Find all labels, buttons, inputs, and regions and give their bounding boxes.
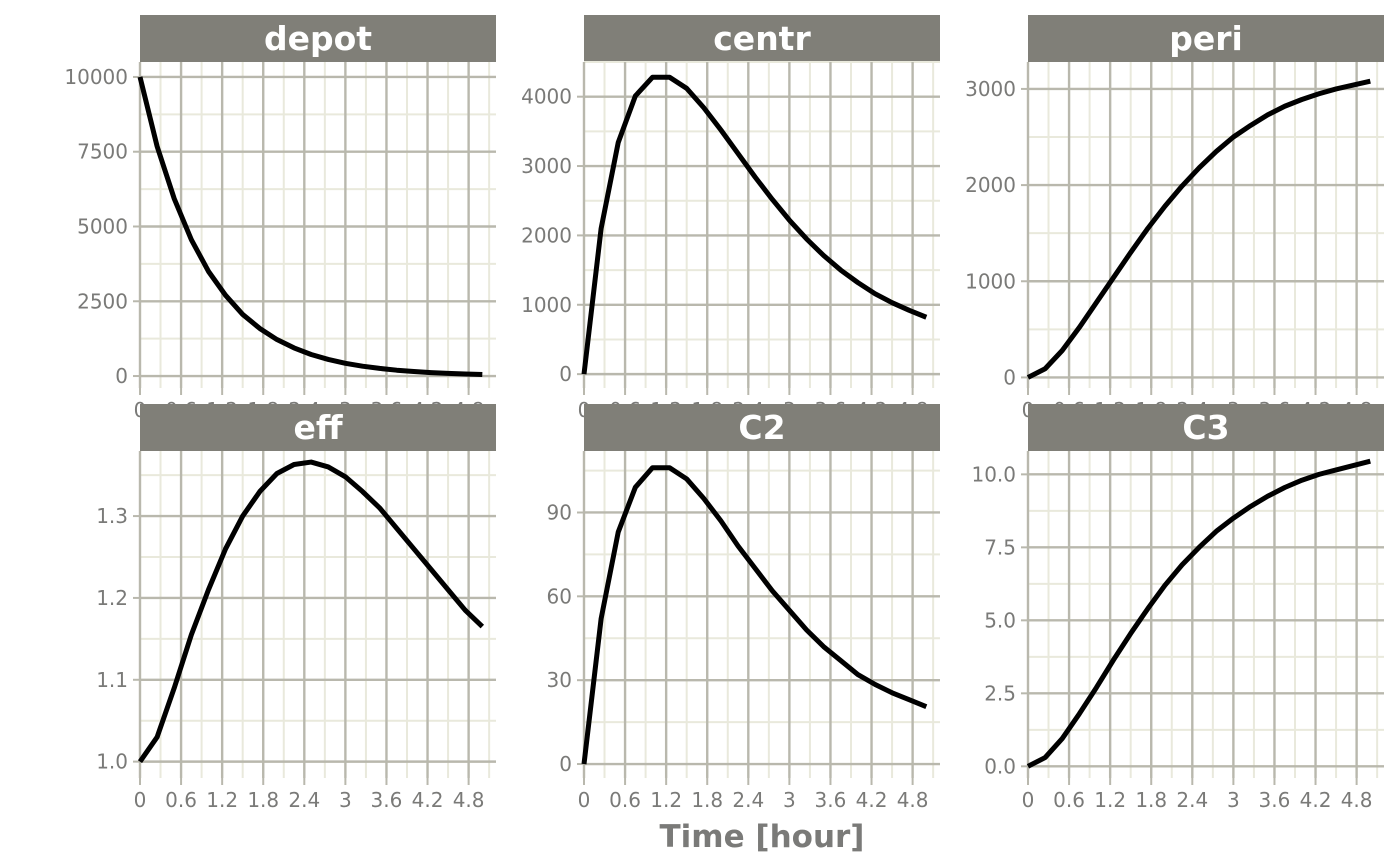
x-tick-label: 3.6 [371,788,403,812]
facet-panels: depot02500500075001000000.61.21.82.433.6… [64,15,1384,812]
panel-eff: eff 1.0 1.1 1.2 1.3 0 0.6 1.2 1.8 2.4 3 3.6 4.2 4.8 [96,404,496,812]
panel-peri: peri010002000300000.61.21.82.433.64.24.8 [965,15,1384,422]
facet-strip-title: eff [293,408,343,447]
panel-depot: depot02500500075001000000.61.21.82.433.6… [64,15,496,422]
x-tick-label: 2.4 [288,788,320,812]
y-tick-label: 1.3 [96,504,128,528]
y-tick-label: 4000 [521,85,572,109]
y-tick-label: 0 [559,752,572,776]
y-tick-label: 7500 [77,140,128,164]
facet-strip-title: C3 [1182,408,1229,447]
y-tick-label: 2.5 [984,681,1016,705]
series-line-eff [137,459,485,764]
x-tick-label: 3 [339,788,352,812]
facet-strip [1028,15,1384,62]
panel-C3: C3 0.0 2.5 5.0 7.5 10.0 0 0.6 1.2 1.8 2.4 3 3.6 4.2 4.… [971,404,1384,812]
y-tick-label: 1.0 [96,750,128,774]
x-tick-label: 1.8 [247,788,279,812]
x-tick-label: 0.6 [165,788,197,812]
x-tick-label: 1.2 [206,788,238,812]
x-tick-label: 0 [578,788,591,812]
y-tick-label: 10.0 [971,462,1016,486]
facet-strip [584,15,940,62]
x-tick-label: 3.6 [815,788,847,812]
x-axis-title: Time [hour] [660,819,865,855]
y-tick-label: 5.0 [984,608,1016,632]
panel-C2: C2 0 30 60 90 0 0.6 1.2 1.8 2.4 3 3.6 4.2 4.8 [547,404,940,812]
x-tick-label: 2.4 [732,788,764,812]
facet-strip [140,404,496,451]
y-tick-label: 0 [115,364,128,388]
y-tick-label: 1.1 [96,668,128,692]
facet-strip-title: peri [1169,19,1243,58]
x-tick-label: 1.2 [650,788,682,812]
y-tick-label: 1.2 [96,586,128,610]
facet-strip-title: C2 [738,408,785,447]
y-tick-label: 1000 [965,269,1016,293]
series-line-depot [137,76,483,378]
y-tick-label: 2000 [521,223,572,247]
y-tick-label: 3000 [965,77,1016,101]
x-tick-label: 0.6 [609,788,641,812]
x-tick-label: 0 [134,788,147,812]
x-tick-label: 4.2 [856,788,888,812]
x-tick-label: 4.2 [412,788,444,812]
x-tick-label: 1.2 [1094,788,1126,812]
x-tick-label: 2.4 [1176,788,1208,812]
facet-strip-title: centr [713,19,811,58]
y-tick-label: 2500 [77,289,128,313]
x-tick-label: 3 [1227,788,1240,812]
y-tick-label: 3000 [521,154,572,178]
x-tick-label: 4.8 [1341,788,1373,812]
x-tick-label: 3.6 [1259,788,1291,812]
series-line-C3 [1026,458,1371,769]
facet-strip [584,404,940,451]
x-tick-label: 0.6 [1053,788,1085,812]
y-tick-label: 0 [1003,365,1016,389]
y-tick-label: 1000 [521,293,572,317]
y-tick-label: 90 [547,500,572,524]
y-tick-label: 30 [547,668,572,692]
y-tick-label: 7.5 [984,535,1016,559]
x-tick-label: 4.8 [453,788,485,812]
y-tick-label: 0.0 [984,754,1016,778]
x-tick-label: 3 [783,788,796,812]
series-line-centr [581,74,928,375]
series-line-peri [1026,78,1371,380]
x-tick-label: 1.8 [1135,788,1167,812]
facet-strip [140,15,496,62]
x-tick-label: 1.8 [691,788,723,812]
series-line-C2 [581,465,928,765]
y-tick-label: 0 [559,362,572,386]
x-tick-label: 4.2 [1300,788,1332,812]
x-tick-label: 0 [1022,788,1035,812]
y-tick-label: 60 [547,584,572,608]
facet-strip-title: depot [264,19,372,58]
y-tick-label: 5000 [77,214,128,238]
y-tick-label: 10000 [64,65,128,89]
y-tick-label: 2000 [965,173,1016,197]
x-tick-label: 4.8 [897,788,929,812]
facet-strip [1028,404,1384,451]
panel-centr: centr0100020003000400000.61.21.82.433.64… [521,15,940,422]
